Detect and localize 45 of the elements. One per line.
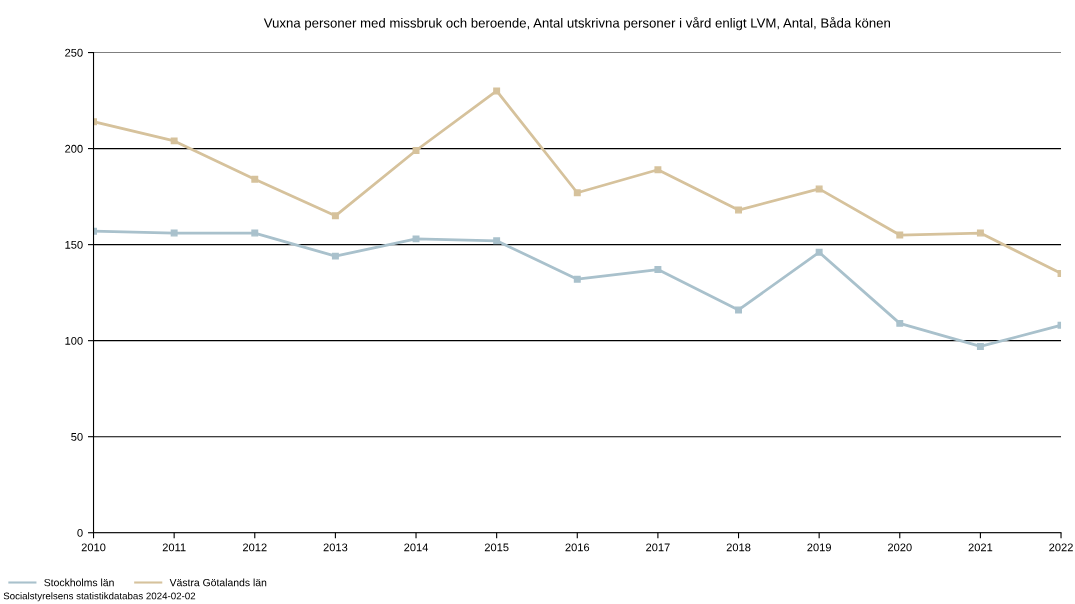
- x-tick-label: 2011: [162, 543, 186, 552]
- point: [735, 206, 742, 214]
- point: [331, 252, 339, 260]
- x-tick-label: 2021: [968, 543, 993, 552]
- point: [735, 306, 742, 314]
- x-tick-label: 2019: [807, 543, 831, 552]
- point: [815, 185, 823, 193]
- x-tick-label: 2016: [565, 543, 590, 552]
- point: [331, 212, 339, 220]
- x-tick-label: 2015: [484, 543, 509, 552]
- x-tick-label: 2020: [887, 543, 912, 552]
- y-tick-label: 200: [65, 144, 83, 153]
- point: [170, 137, 178, 145]
- legend-label: Stockholms län: [44, 578, 114, 587]
- point: [170, 229, 178, 237]
- point: [976, 342, 984, 350]
- point: [493, 237, 501, 245]
- x-tick-label: 2014: [404, 543, 429, 552]
- point: [654, 166, 662, 174]
- chart-title: Vuxna personer med missbruk och beroende, Antal utskrivna personer i vård enligt LVM, Antal, Båda könen: [263, 16, 890, 31]
- y-tick-label: 0: [77, 529, 83, 537]
- x-tick-label: 2022: [1049, 543, 1073, 552]
- x-tick-label: 2013: [323, 543, 348, 552]
- point: [412, 147, 420, 154]
- point: [573, 189, 581, 197]
- y-tick-label: 150: [65, 240, 83, 249]
- y-tick-label: 250: [65, 48, 83, 57]
- point: [896, 319, 904, 327]
- point: [976, 229, 984, 237]
- y-tick-label: 100: [65, 336, 83, 345]
- y-tick-label: 50: [71, 432, 83, 441]
- text: Socialstyrelsens statistikdatabas 2024-02-02: [3, 592, 196, 602]
- x-tick-label: 2012: [242, 543, 267, 552]
- x-tick-label: 2010: [81, 543, 106, 552]
- legend-label: Västra Götalands län: [169, 578, 267, 587]
- x-tick-label: 2017: [646, 543, 670, 552]
- point: [251, 229, 259, 237]
- point: [896, 231, 904, 239]
- point: [815, 248, 823, 256]
- x-tick-label: 2018: [726, 543, 751, 552]
- point: [654, 266, 662, 274]
- point: [493, 87, 501, 95]
- point: [251, 175, 259, 183]
- point: [412, 235, 420, 243]
- point: [573, 275, 581, 283]
